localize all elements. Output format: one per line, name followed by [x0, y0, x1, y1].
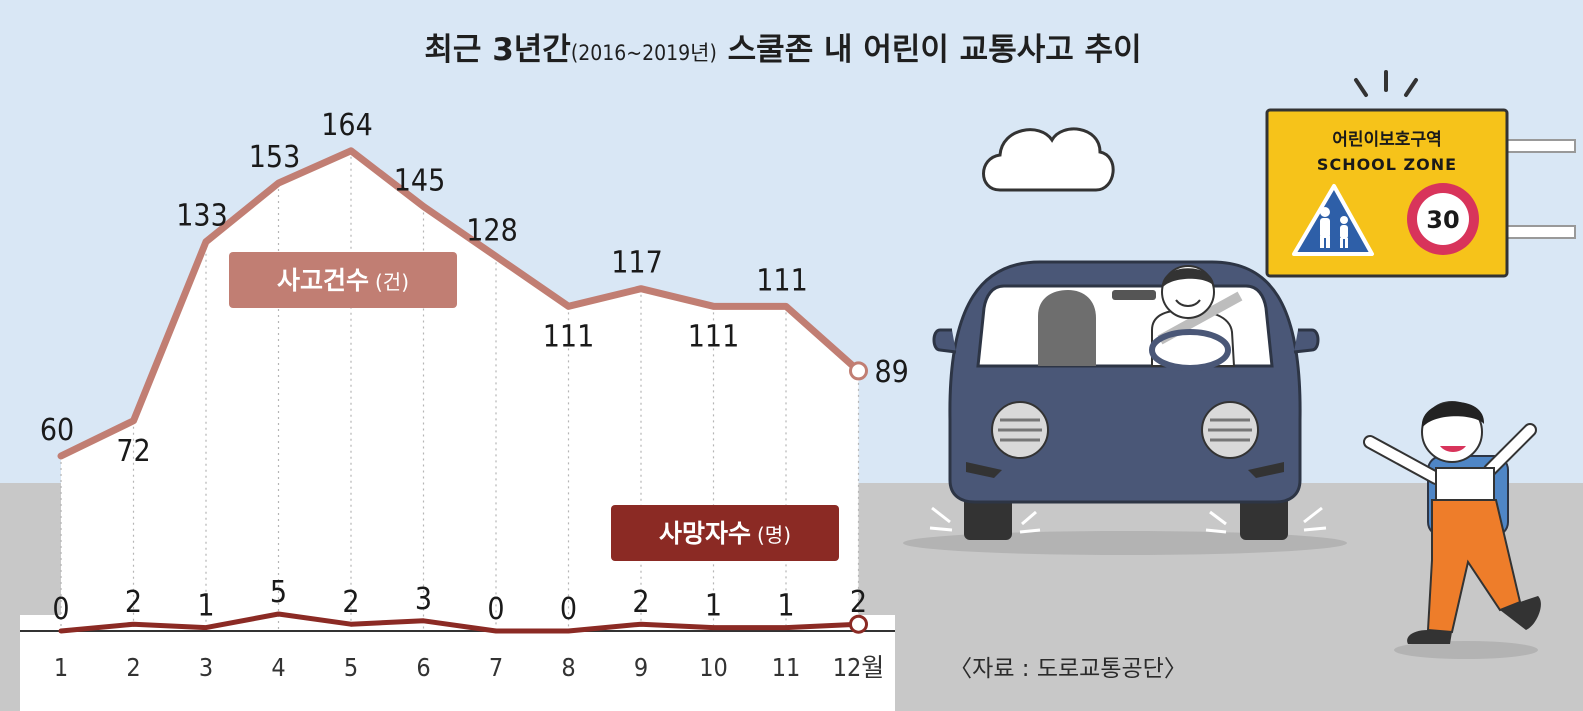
child-hair — [1421, 401, 1485, 428]
data-label-deaths: 0 — [560, 592, 577, 627]
x-tick-label: 5 — [344, 653, 358, 682]
data-label-accidents: 89 — [875, 355, 909, 390]
child-mouth — [1440, 446, 1466, 452]
data-label-accidents: 145 — [394, 164, 446, 199]
side-mirror-left — [932, 328, 957, 354]
x-tick-labels: 1 2 3 4 5 6 7 8 9 10 11 12월 — [54, 653, 884, 682]
speed-limit-face — [1417, 193, 1469, 245]
legend-deaths-box — [611, 505, 839, 561]
title-main-a: 최근 3년간 — [424, 32, 570, 68]
child-overalls — [1426, 499, 1522, 634]
data-labels-deaths: 0 2 1 5 2 3 0 0 2 1 1 2 — [52, 575, 867, 627]
x-tick-label: 12월 — [833, 653, 885, 682]
data-label-accidents: 72 — [116, 434, 150, 469]
legend-accidents: 사고건수 (건) — [229, 252, 457, 308]
x-tick-label: 10 — [699, 653, 728, 682]
x-tick-label: 3 — [199, 653, 213, 682]
legend-accidents-box — [229, 252, 457, 308]
data-label-deaths: 5 — [270, 575, 287, 610]
data-label-deaths: 2 — [342, 585, 359, 620]
sign-bar-bottom — [1504, 225, 1576, 239]
child-arm-right — [1485, 425, 1535, 475]
data-label-deaths: 3 — [415, 582, 432, 617]
data-label-deaths: 0 — [487, 592, 504, 627]
data-label-deaths: 2 — [632, 585, 649, 620]
source-note: 〈자료 : 도로교통공단〉 — [949, 656, 1187, 682]
sign-bar-top — [1504, 139, 1576, 153]
series-endpoint-deaths — [849, 614, 868, 634]
x-tick-label: 4 — [271, 653, 285, 682]
pedestrian-triangle-icon — [1292, 184, 1374, 256]
x-tick-label: 1 — [54, 653, 68, 682]
headlight-right — [1201, 401, 1259, 459]
series-endpoint-accidents — [849, 361, 868, 381]
legend-deaths-label: 사망자수 (명) — [659, 519, 791, 548]
title-sub: (2016~2019년) — [571, 41, 717, 65]
data-label-accidents: 133 — [176, 199, 228, 234]
data-label-deaths: 0 — [52, 592, 69, 627]
data-label-deaths: 2 — [125, 585, 142, 620]
data-label-accidents: 111 — [756, 263, 808, 298]
series-line-accidents — [57, 147, 862, 460]
headlight-left — [991, 401, 1049, 459]
car-mirror — [1112, 290, 1156, 300]
legend-accidents-unit: (건) — [375, 270, 409, 294]
legend-deaths: 사망자수 (명) — [611, 505, 839, 561]
data-label-deaths: 1 — [197, 589, 214, 624]
x-tick-label: 11 — [772, 653, 801, 682]
legend-accidents-label: 사고건수 (건) — [277, 266, 409, 295]
x-tick-label: 2 — [126, 653, 140, 682]
car-seat — [1038, 290, 1096, 366]
sign-english-text: SCHOOL ZONE — [1317, 155, 1457, 174]
data-label-accidents: 128 — [466, 213, 518, 248]
fog-light-left — [966, 462, 1002, 478]
sign-korean-text: 어린이보호구역 — [1332, 130, 1441, 150]
fog-light-right — [1248, 462, 1284, 478]
x-tick-label: 8 — [561, 653, 575, 682]
driver-figure — [1149, 265, 1243, 371]
data-label-accidents: 153 — [249, 140, 301, 175]
child-shadow — [1394, 641, 1538, 659]
child-shoe-left — [1407, 630, 1452, 644]
data-labels-accidents: 60 72 133 153 164 145 128 111 117 111 111 89 — [40, 108, 909, 469]
speed-limit-value: 30 — [1426, 206, 1459, 234]
car-shadow — [903, 531, 1347, 555]
legend-deaths-unit: (명) — [757, 523, 791, 547]
title-main-b: 스쿨존 내 어린이 교통사고 추이 — [717, 32, 1142, 68]
data-label-deaths: 1 — [705, 589, 722, 624]
skid-marks — [929, 506, 1327, 534]
x-tick-label: 7 — [489, 653, 503, 682]
child-illustration — [1363, 401, 1541, 659]
data-label-accidents: 60 — [40, 413, 74, 448]
chart-title: 최근 3년간(2016~2019년) 스쿨존 내 어린이 교통사고 추이 — [424, 32, 1141, 68]
x-tick-label: 9 — [634, 653, 648, 682]
car-illustration — [903, 260, 1347, 555]
data-label-deaths: 2 — [850, 585, 867, 620]
children-figure-icon — [1320, 207, 1348, 248]
side-mirror-right — [1293, 328, 1320, 354]
legend-deaths-name: 사망자수 — [659, 519, 751, 548]
x-tick-label: 6 — [416, 653, 430, 682]
data-label-accidents: 111 — [543, 319, 595, 354]
sign-light-rays — [1354, 70, 1418, 97]
data-label-accidents: 111 — [688, 319, 740, 354]
drop-lines — [60, 150, 860, 631]
data-label-accidents: 117 — [611, 246, 663, 281]
legend-accidents-name: 사고건수 — [277, 266, 369, 295]
series-line-deaths — [58, 611, 861, 634]
child-arm-left — [1365, 437, 1441, 483]
child-shoe-right — [1500, 596, 1541, 630]
school-zone-sign: 어린이보호구역 SCHOOL ZONE 30 — [1265, 108, 1576, 278]
data-label-deaths: 1 — [777, 589, 794, 624]
cloud-icon — [982, 127, 1115, 192]
data-label-accidents: 164 — [321, 108, 373, 143]
